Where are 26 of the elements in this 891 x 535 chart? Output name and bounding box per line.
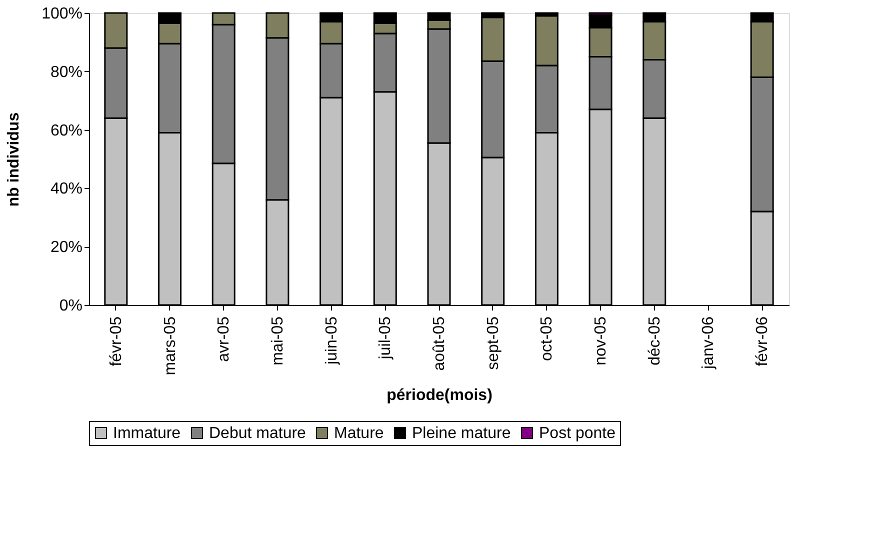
y-tick-label: 40% xyxy=(50,180,82,198)
y-tick-label: 60% xyxy=(50,122,82,140)
y-axis-title: nb individus xyxy=(6,112,23,207)
legend-label: Debut mature xyxy=(209,425,306,442)
y-tick-label: 0% xyxy=(59,298,82,314)
x-tick-label: sept-05 xyxy=(484,316,502,370)
x-tick-label: févr-06 xyxy=(754,316,772,366)
x-tick-label: juin-05 xyxy=(323,316,340,366)
y-tick-label: 100% xyxy=(42,6,82,22)
legend-label: Mature xyxy=(334,425,384,442)
x-tick-label: févr-05 xyxy=(108,316,125,366)
x-tick-label: janv-06 xyxy=(700,316,718,370)
x-tick-label: oct-05 xyxy=(538,316,556,361)
y-tick-label: 80% xyxy=(50,64,82,81)
x-tick-label: août-05 xyxy=(431,316,448,371)
legend-label: Pleine mature xyxy=(412,425,511,442)
x-tick-label: nov-05 xyxy=(592,316,610,366)
x-tick-label: mai-05 xyxy=(269,316,286,366)
legend-label: Post ponte xyxy=(539,425,616,442)
legend-label: Immature xyxy=(113,425,181,442)
x-axis-title: période(mois) xyxy=(386,387,492,404)
x-tick-label: déc-05 xyxy=(646,316,664,366)
x-tick-label: juil-05 xyxy=(377,316,394,360)
y-tick-label: 20% xyxy=(50,239,82,256)
x-tick-label: avr-05 xyxy=(216,316,233,362)
x-tick-label: mars-05 xyxy=(162,316,179,376)
